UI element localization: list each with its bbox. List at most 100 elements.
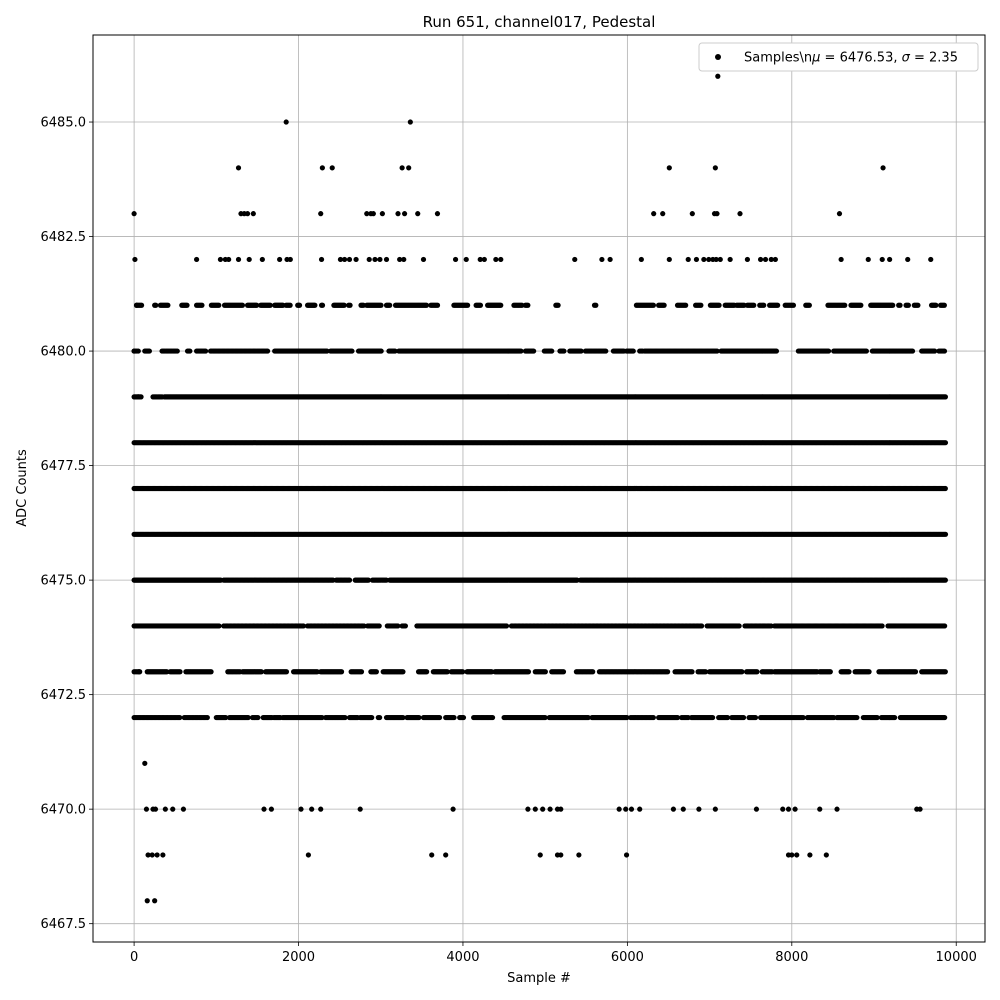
data-point — [706, 256, 712, 263]
data-point — [712, 165, 718, 171]
data-point — [160, 852, 166, 858]
data-point — [917, 806, 923, 812]
data-points — [131, 73, 949, 904]
data-point — [337, 256, 344, 263]
data-point — [377, 256, 383, 263]
data-point — [177, 669, 183, 675]
data-point — [142, 760, 148, 766]
data-point — [152, 806, 159, 812]
data-point — [905, 256, 911, 263]
data-point — [208, 669, 214, 675]
data-point — [525, 669, 532, 675]
data-point — [785, 806, 792, 812]
data-point — [450, 806, 456, 812]
data-point — [429, 852, 435, 858]
data-point — [879, 623, 885, 629]
data-point — [235, 256, 242, 263]
data-point — [261, 806, 267, 812]
data-point — [693, 256, 700, 263]
data-point — [879, 256, 885, 263]
data-point — [319, 165, 325, 171]
data-point — [145, 852, 151, 858]
data-point — [789, 852, 795, 858]
data-point — [245, 714, 251, 721]
data-point — [542, 669, 548, 675]
data-point — [255, 714, 261, 721]
data-point — [794, 852, 800, 858]
data-point — [772, 256, 778, 263]
data-point — [223, 714, 229, 721]
data-point — [180, 806, 187, 812]
data-point — [817, 806, 823, 812]
data-point — [942, 669, 948, 675]
data-point — [353, 256, 359, 263]
data-point — [827, 669, 833, 675]
data-point — [753, 806, 760, 812]
data-point — [623, 806, 629, 812]
data-point — [498, 256, 504, 263]
data-point — [204, 714, 210, 721]
data-point — [854, 714, 860, 721]
data-point — [892, 714, 898, 721]
data-point — [942, 577, 948, 583]
data-point — [942, 485, 948, 492]
data-point — [699, 623, 705, 629]
data-point — [547, 806, 553, 812]
data-point — [942, 440, 949, 446]
data-point — [942, 531, 949, 537]
data-point — [880, 165, 886, 171]
data-point — [572, 256, 578, 263]
data-point — [702, 669, 709, 675]
data-point — [616, 806, 622, 812]
data-point — [138, 394, 144, 400]
data-point — [623, 852, 630, 858]
data-point — [558, 852, 564, 858]
data-point — [287, 256, 293, 263]
data-point — [754, 669, 760, 675]
data-point — [768, 256, 774, 263]
data-point — [319, 714, 325, 721]
data-point — [689, 669, 695, 675]
data-point — [503, 623, 510, 629]
data-point — [928, 256, 934, 263]
data-point — [283, 119, 289, 125]
data-point — [800, 714, 806, 721]
data-point — [318, 256, 325, 263]
data-point — [560, 669, 567, 675]
data-point — [599, 256, 605, 263]
data-point — [838, 256, 844, 263]
data-point — [576, 852, 582, 858]
data-point — [590, 669, 596, 675]
data-point — [666, 256, 672, 263]
data-point — [823, 852, 829, 858]
data-point — [665, 669, 671, 675]
data-point — [638, 256, 644, 263]
data-point — [177, 714, 183, 721]
data-point — [217, 256, 224, 263]
data-point — [736, 623, 742, 629]
data-point — [737, 211, 743, 217]
data-point — [250, 211, 256, 217]
data-point — [463, 256, 469, 263]
data-point — [660, 211, 666, 217]
data-point — [666, 165, 672, 171]
data-point — [434, 211, 441, 217]
data-point — [300, 623, 307, 629]
data-point — [407, 119, 413, 125]
data-point — [680, 806, 686, 812]
chart-title: Run 651, channel017, Pedestal — [423, 13, 656, 31]
data-point — [710, 714, 716, 721]
data-point — [489, 714, 496, 721]
data-point — [361, 623, 367, 629]
data-point — [460, 669, 466, 675]
data-point — [780, 806, 786, 812]
data-point — [132, 256, 138, 263]
data-point — [346, 577, 353, 583]
data-point — [724, 714, 731, 721]
data-point — [400, 714, 406, 721]
data-point — [865, 256, 871, 263]
data-point — [714, 211, 720, 217]
data-point — [757, 256, 764, 263]
